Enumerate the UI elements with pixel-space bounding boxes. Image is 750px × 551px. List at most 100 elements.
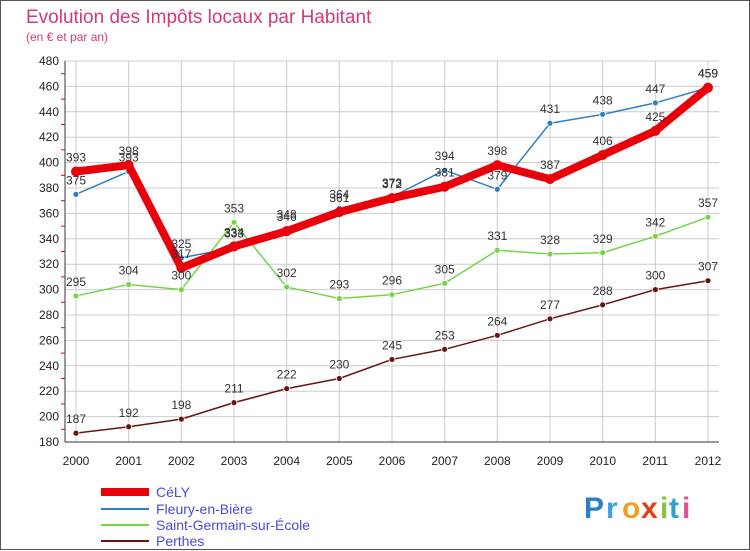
data-label: 253 <box>435 328 455 342</box>
data-label: 398 <box>487 144 507 158</box>
data-label: 264 <box>487 314 507 328</box>
data-point <box>281 226 292 237</box>
y-tick-label: 380 <box>39 181 59 195</box>
x-tick-label: 2000 <box>63 454 90 468</box>
logo-letter: i <box>660 492 668 525</box>
data-label: 300 <box>171 269 191 283</box>
y-tick-label: 340 <box>39 232 59 246</box>
data-label: 192 <box>119 406 139 420</box>
legend-label: Perthes <box>156 533 204 549</box>
chart-title: Evolution des Impôts locaux par Habitant <box>26 7 372 28</box>
data-label: 373 <box>382 176 402 190</box>
x-tick-label: 2007 <box>431 454 458 468</box>
data-point <box>704 277 712 285</box>
data-label: 459 <box>698 67 718 81</box>
x-tick-label: 2009 <box>537 454 564 468</box>
data-point <box>387 193 397 204</box>
data-label: 406 <box>593 134 613 148</box>
data-point <box>599 110 607 118</box>
data-label: 393 <box>119 150 139 164</box>
data-label: 296 <box>382 274 402 288</box>
data-point <box>177 286 185 294</box>
y-tick-label: 240 <box>39 359 59 373</box>
data-label: 333 <box>224 227 244 241</box>
data-labels: 187 192 198 211 222 230 245 253 264 277 288 300 307 2… <box>66 67 718 426</box>
data-point <box>493 185 501 193</box>
x-tick-label: 2011 <box>642 454 668 468</box>
data-point <box>546 250 554 258</box>
data-label: 353 <box>224 201 244 215</box>
data-label: 387 <box>540 158 560 172</box>
data-point <box>72 190 80 198</box>
data-label: 198 <box>171 398 191 412</box>
data-label: 393 <box>66 150 86 164</box>
data-point <box>125 281 133 288</box>
data-label: 293 <box>329 277 349 291</box>
data-point <box>230 218 238 226</box>
data-label: 334 <box>224 225 244 239</box>
data-label: 300 <box>645 269 665 283</box>
y-tick-label: 420 <box>39 130 59 144</box>
y-tick-label: 360 <box>39 206 59 220</box>
data-label: 375 <box>66 173 86 187</box>
series-lines <box>71 82 713 437</box>
data-label: 307 <box>698 260 718 274</box>
data-point <box>439 181 450 192</box>
data-point <box>71 166 81 177</box>
data-point <box>388 356 396 363</box>
data-point <box>651 286 659 294</box>
data-point <box>651 99 659 107</box>
data-label: 329 <box>593 232 613 246</box>
data-point <box>492 160 503 171</box>
y-tick-label: 260 <box>39 333 59 347</box>
data-point <box>125 423 133 431</box>
data-point <box>597 149 608 160</box>
data-point <box>283 283 291 291</box>
logo-letter: i <box>682 492 690 525</box>
data-label: 431 <box>540 102 560 116</box>
data-point <box>546 315 554 323</box>
data-point <box>388 291 396 299</box>
x-tick-label: 2010 <box>589 454 616 468</box>
data-point <box>72 292 80 300</box>
y-tick-label: 220 <box>39 384 59 398</box>
legend-label: Saint-Germain-sur-École <box>156 517 310 533</box>
data-label: 277 <box>540 298 560 312</box>
data-point <box>441 166 449 174</box>
x-tick-label: 2002 <box>168 454 195 468</box>
data-label: 230 <box>329 358 349 372</box>
data-label: 187 <box>66 412 86 426</box>
data-point <box>176 263 187 274</box>
data-point <box>704 213 712 221</box>
data-point <box>650 125 661 136</box>
data-label: 317 <box>171 247 191 261</box>
data-point <box>493 246 501 254</box>
y-tick-label: 320 <box>39 257 59 271</box>
data-label: 305 <box>435 262 455 276</box>
data-label: 295 <box>66 275 86 289</box>
data-point <box>72 429 80 437</box>
data-label: 364 <box>329 187 349 201</box>
x-tick-label: 2012 <box>695 454 722 468</box>
x-tick-label: 2008 <box>484 454 511 468</box>
data-label: 372 <box>382 177 402 191</box>
data-label: 302 <box>277 266 297 280</box>
data-point <box>441 279 449 287</box>
data-label: 304 <box>119 264 139 278</box>
y-tick-label: 400 <box>39 156 59 170</box>
data-label: 379 <box>487 168 507 182</box>
y-tick-label: 480 <box>39 54 59 68</box>
y-tick-label: 440 <box>39 105 59 119</box>
data-label: 328 <box>540 233 560 247</box>
logo-letter: P <box>584 492 604 525</box>
data-point <box>229 241 239 252</box>
data-label: 447 <box>645 82 665 96</box>
data-label: 346 <box>277 210 297 224</box>
logo-letter: o <box>622 492 640 525</box>
legend-label: CéLY <box>156 484 191 500</box>
data-point <box>599 249 607 257</box>
data-label: 394 <box>435 149 455 163</box>
data-point <box>123 160 134 171</box>
